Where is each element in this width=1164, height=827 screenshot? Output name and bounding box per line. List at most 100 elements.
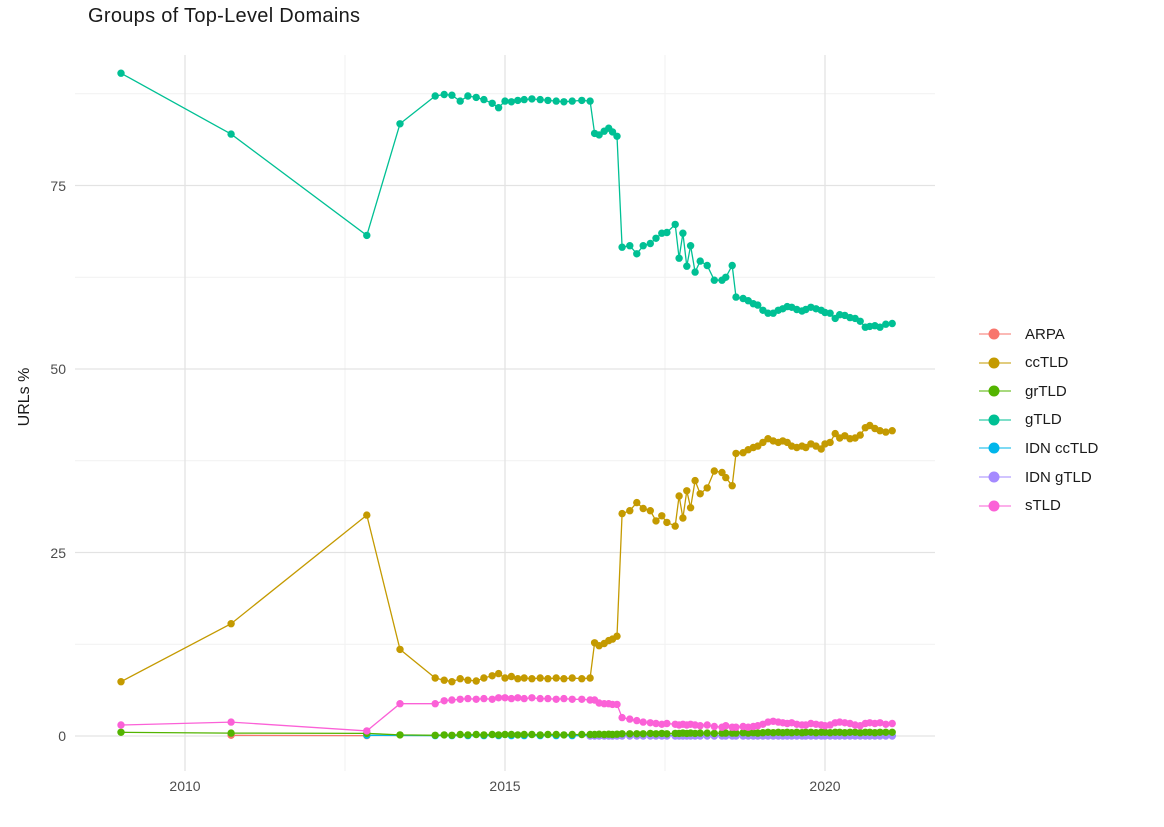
data-point-cctld bbox=[710, 467, 718, 475]
data-point-cctld bbox=[675, 492, 683, 500]
data-point-gtld bbox=[686, 242, 695, 250]
data-point-cctld bbox=[626, 507, 634, 515]
legend-item-grtld: grTLD bbox=[978, 381, 1067, 401]
data-point-stld bbox=[396, 700, 404, 708]
data-point-grtld bbox=[802, 728, 810, 736]
legend-label: IDN gTLD bbox=[1025, 468, 1092, 486]
data-point-cctld bbox=[732, 449, 740, 458]
data-point-gtld bbox=[568, 97, 576, 105]
data-point-stld bbox=[536, 694, 544, 703]
data-point-stld bbox=[560, 694, 568, 703]
data-point-cctld bbox=[501, 674, 509, 682]
data-point-gtld bbox=[696, 257, 704, 265]
data-point-gtld bbox=[613, 132, 621, 140]
data-point-cctld bbox=[472, 677, 480, 685]
data-point-cctld bbox=[536, 674, 544, 682]
data-point-cctld bbox=[440, 676, 448, 684]
data-point-grtld bbox=[696, 729, 704, 737]
legend-item-gtld: gTLD bbox=[978, 410, 1062, 430]
data-point-cctld bbox=[696, 490, 704, 498]
data-point-cctld bbox=[754, 442, 762, 450]
data-point-cctld bbox=[528, 675, 536, 683]
data-point-cctld bbox=[586, 674, 594, 682]
data-point-cctld bbox=[691, 476, 699, 485]
data-point-gtld bbox=[703, 261, 711, 270]
data-point-gtld bbox=[396, 120, 404, 128]
data-point-cctld bbox=[488, 672, 496, 680]
data-point-gtld bbox=[671, 220, 679, 229]
data-point-gtld bbox=[578, 96, 586, 105]
data-point-stld bbox=[507, 694, 516, 703]
data-point-gtld bbox=[544, 96, 552, 105]
data-point-cctld bbox=[876, 427, 884, 435]
data-point-cctld bbox=[646, 507, 654, 515]
data-point-grtld bbox=[117, 728, 125, 736]
data-point-gtld bbox=[480, 95, 488, 104]
data-point-grtld bbox=[448, 731, 456, 739]
y-tick-label: 50 bbox=[50, 361, 66, 377]
data-point-stld bbox=[544, 694, 552, 703]
data-point-stld bbox=[710, 722, 718, 731]
data-point-stld bbox=[663, 719, 671, 728]
legend-key-icon bbox=[979, 328, 1011, 340]
data-point-gtld bbox=[552, 97, 560, 105]
data-point-grtld bbox=[578, 730, 586, 739]
data-point-stld bbox=[876, 719, 884, 727]
legend-label: ARPA bbox=[1025, 325, 1065, 343]
data-point-stld bbox=[882, 720, 890, 728]
data-point-cctld bbox=[817, 445, 825, 453]
data-point-grtld bbox=[520, 730, 528, 739]
series-line-cctld bbox=[120, 424, 893, 683]
data-point-stld bbox=[431, 700, 439, 708]
data-point-gtld bbox=[826, 309, 834, 317]
data-point-stld bbox=[117, 721, 125, 729]
data-point-grtld bbox=[501, 730, 509, 739]
data-point-gtld bbox=[560, 98, 568, 106]
data-point-gtld bbox=[507, 98, 516, 106]
data-point-gtld bbox=[440, 90, 448, 99]
data-point-stld bbox=[613, 700, 621, 709]
data-point-stld bbox=[494, 694, 503, 702]
data-point-grtld bbox=[568, 730, 576, 739]
data-point-cctld bbox=[544, 675, 552, 683]
data-point-cctld bbox=[456, 675, 464, 683]
x-tick-label: 2020 bbox=[809, 778, 841, 794]
data-point-stld bbox=[633, 716, 641, 725]
data-point-gtld bbox=[732, 293, 740, 301]
data-point-grtld bbox=[507, 730, 516, 739]
data-point-grtld bbox=[618, 730, 626, 738]
data-point-cctld bbox=[663, 518, 671, 527]
data-point-cctld bbox=[578, 675, 586, 683]
data-point-gtld bbox=[514, 96, 522, 105]
data-point-grtld bbox=[710, 729, 718, 738]
data-point-gtld bbox=[722, 273, 730, 281]
data-point-cctld bbox=[633, 498, 641, 507]
data-point-gtld bbox=[652, 234, 660, 242]
data-point-stld bbox=[646, 719, 654, 727]
data-point-cctld bbox=[679, 514, 687, 522]
data-point-cctld bbox=[494, 669, 503, 678]
data-point-stld bbox=[456, 695, 464, 703]
data-point-cctld bbox=[227, 620, 235, 628]
data-point-grtld bbox=[227, 729, 235, 737]
data-point-gtld bbox=[663, 228, 671, 237]
data-point-stld bbox=[488, 695, 496, 703]
data-point-grtld bbox=[732, 729, 740, 737]
data-point-stld bbox=[227, 718, 235, 726]
data-point-stld bbox=[472, 695, 480, 703]
data-point-cctld bbox=[552, 674, 560, 682]
data-point-gtld bbox=[363, 231, 371, 240]
data-point-grtld bbox=[882, 728, 890, 736]
data-point-cctld bbox=[613, 632, 621, 640]
data-point-gtld bbox=[691, 268, 699, 276]
data-point-gtld bbox=[683, 262, 691, 270]
data-point-grtld bbox=[633, 730, 641, 738]
data-point-gtld bbox=[675, 254, 683, 262]
data-point-cctld bbox=[759, 438, 767, 447]
data-point-cctld bbox=[652, 517, 660, 525]
data-point-grtld bbox=[544, 730, 552, 739]
data-point-stld bbox=[448, 696, 456, 704]
data-point-stld bbox=[639, 718, 647, 726]
data-point-gtld bbox=[536, 95, 544, 104]
legend-item-arpa: ARPA bbox=[978, 324, 1065, 344]
